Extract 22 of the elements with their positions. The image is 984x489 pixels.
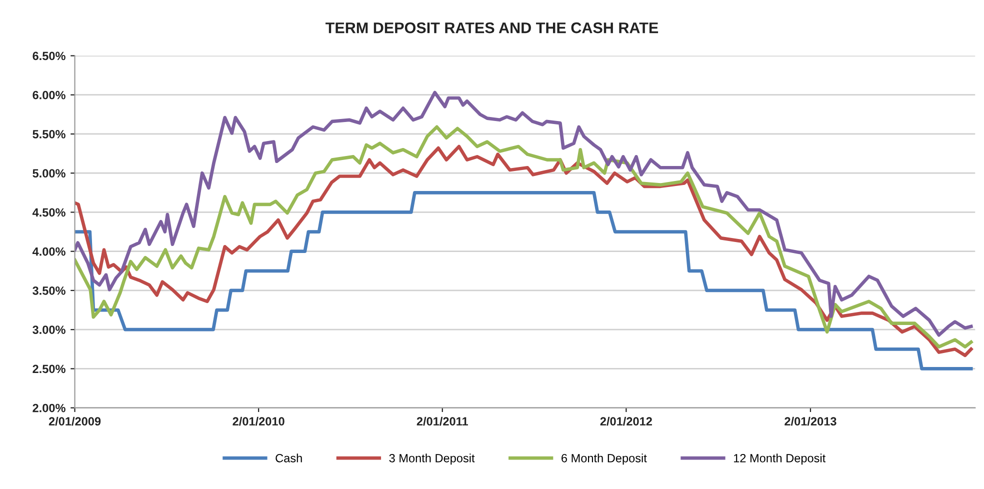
y-tick-label: 3.00%	[32, 326, 66, 334]
line-series	[74, 190, 973, 370]
x-tick-label: 2/01/2009	[48, 416, 101, 426]
y-tick-label: 4.50%	[32, 208, 66, 217]
y-tick-label: 5.00%	[32, 169, 66, 178]
legend-label: 6 Month Deposit	[562, 454, 647, 465]
x-tick-label: 2/01/2012	[600, 416, 652, 426]
y-tick-label: 5.50%	[32, 130, 66, 138]
x-tick-label: 2/01/2013	[784, 416, 836, 426]
y-tick-label: 2.50%	[32, 364, 66, 374]
legend-label: Cash	[276, 454, 302, 462]
y-tick-label: 6.50%	[32, 52, 66, 60]
legend-label: 3 Month Deposit	[389, 454, 475, 465]
x-tick-label: 2/01/2010	[232, 416, 284, 426]
line-series	[74, 90, 973, 337]
y-tick-label: 4.00%	[32, 247, 66, 256]
y-tick-label: 3.50%	[32, 286, 66, 295]
chart-title: TERM DEPOSIT RATES AND THE CASH RATE	[326, 22, 658, 34]
y-tick-label: 6.00%	[32, 90, 66, 100]
y-tick-label: 2.00%	[32, 404, 66, 412]
x-tick-label: 2/01/2011	[416, 416, 468, 426]
legend-label: 12 Month Deposit	[734, 454, 826, 465]
